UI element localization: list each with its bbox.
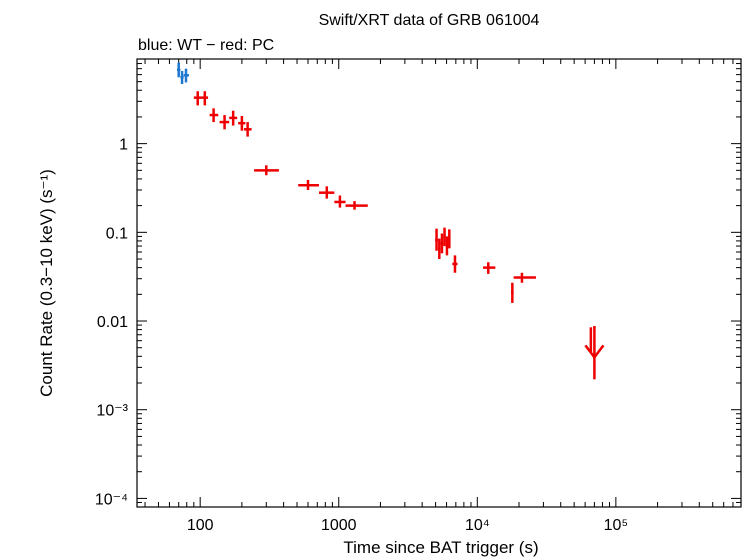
data-point-pc [510,282,514,303]
y-tick-label: 0.01 [97,314,128,331]
data-point-wt [180,70,184,85]
data-point-pc [437,238,441,260]
chart-title: Swift/XRT data of GRB 061004 [319,12,540,29]
data-point-wt [183,68,189,83]
y-tick-label: 0.1 [106,225,128,242]
data-point-pc [445,236,449,256]
data-point-pc [589,327,593,353]
x-tick-label: 10⁵ [604,517,628,534]
data-point-pc [298,179,319,191]
y-tick-labels: 1 0.1 0.01 10⁻³ 10⁻⁴ [95,137,129,509]
data-point-pc [254,165,279,176]
upper-limit-arrow [584,326,605,380]
data-point-pc [448,229,451,249]
data-point-pc [443,227,446,247]
plot-frame [136,58,742,508]
x-tick-label: 1000 [321,517,357,534]
x-axis-label: Time since BAT trigger (s) [343,538,538,557]
data-point-pc [193,91,202,106]
data-point-pc [238,115,246,131]
data-point-pc [483,262,496,274]
chart-subtitle: blue: WT − red: PC [138,37,274,54]
data-point-pc [201,91,209,106]
data-point-pc [209,108,219,123]
y-tick-label: 10⁻⁴ [95,491,128,508]
x-tick-label: 10⁴ [465,517,490,534]
x-tick-label: 100 [187,517,214,534]
data-point-pc [229,110,238,126]
data-points [176,62,605,380]
axis-ticks [137,58,742,508]
data-point-pc [345,201,368,210]
y-tick-label: 1 [119,137,128,154]
y-axis-label: Count Rate (0.3−10 keV) (s⁻¹) [37,169,56,397]
data-point-pc [219,115,230,130]
data-point-pc [452,255,458,273]
data-point-pc [318,186,335,199]
y-tick-label: 10⁻³ [96,403,128,420]
data-point-pc [435,228,438,251]
data-point-pc [334,195,346,208]
data-point-pc [243,122,252,137]
x-tick-labels: 100 1000 10⁴ 10⁵ [187,517,628,534]
data-point-pc [513,272,536,283]
upper-limit-head [584,344,605,360]
data-point-pc [440,233,444,254]
data-point-wt [176,62,181,78]
